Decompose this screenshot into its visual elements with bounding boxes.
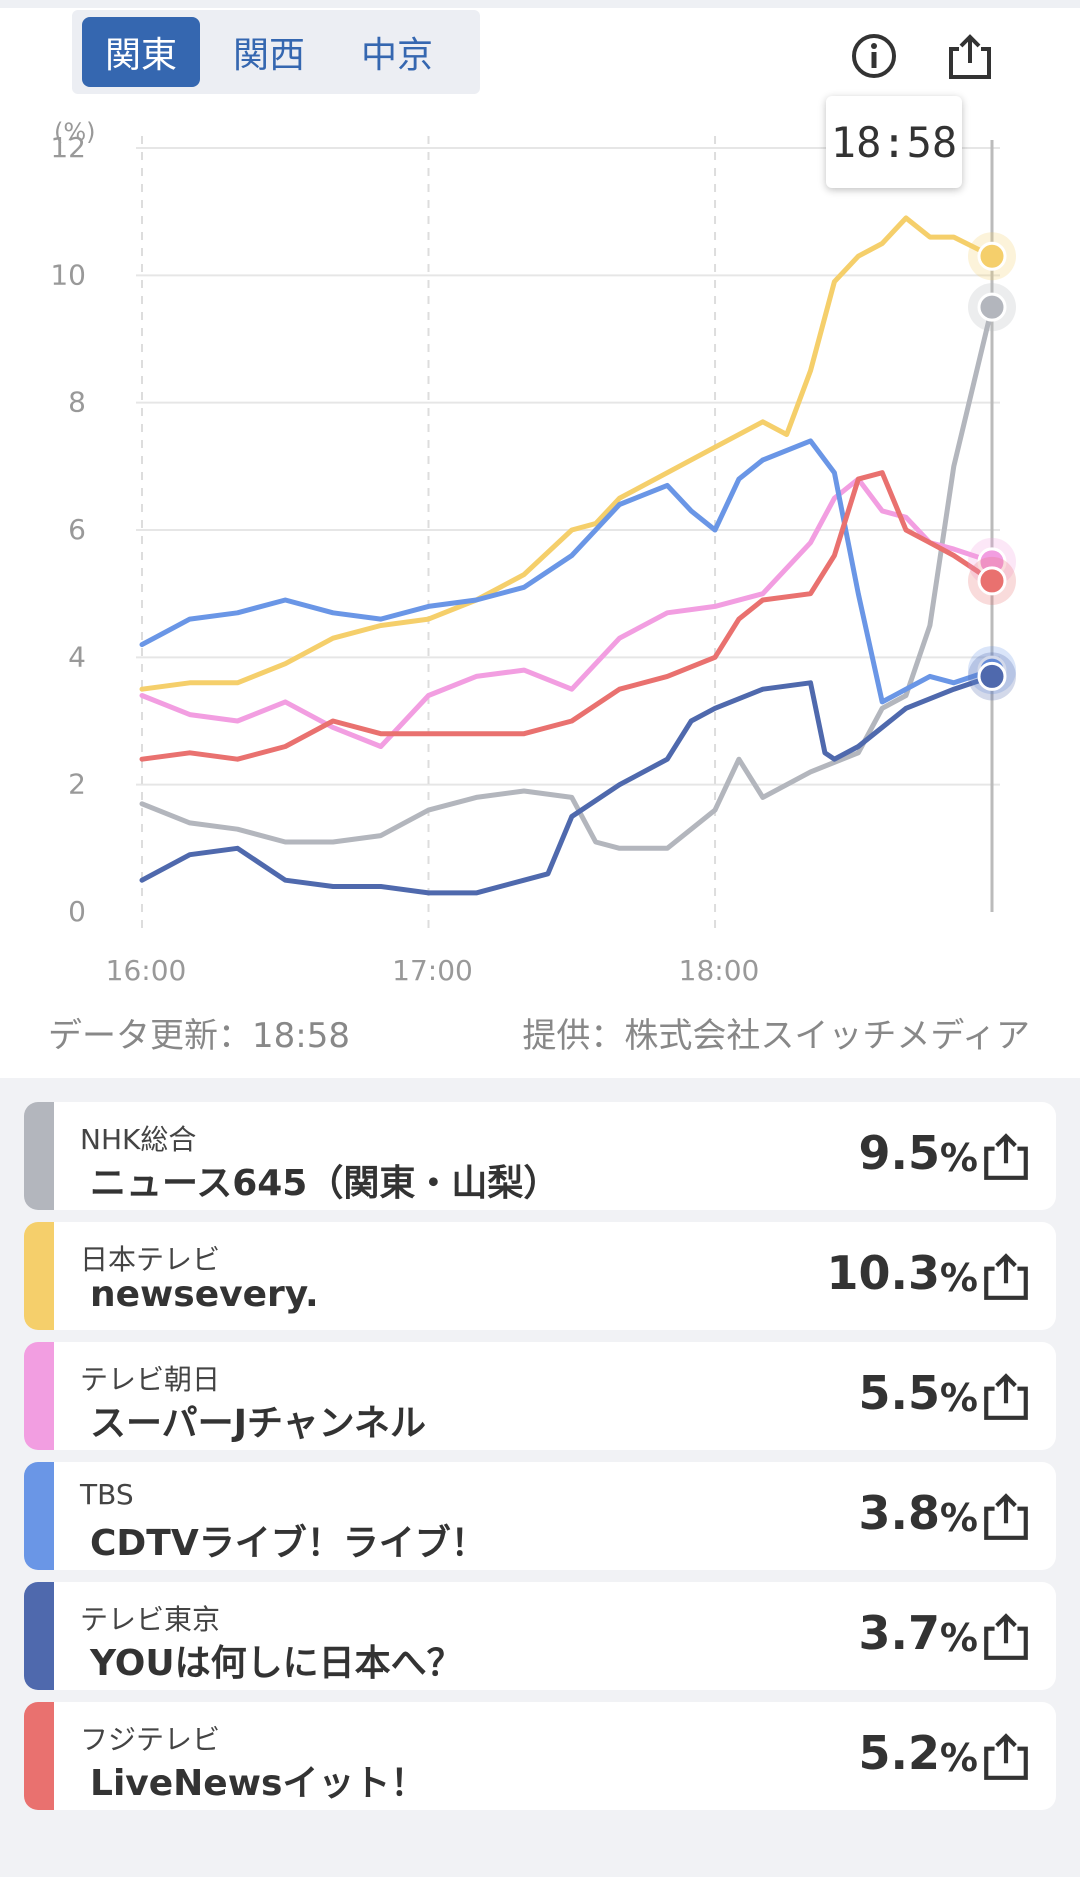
rating-value: 3.7	[858, 1606, 941, 1660]
channel-card[interactable]: フジテレビ LiveNewsイット！ 5.2%	[24, 1702, 1056, 1810]
program-title: CDTVライブ！ライブ！	[90, 1523, 487, 1564]
series-line	[139, 304, 995, 851]
series-line	[139, 438, 995, 705]
info-button[interactable]	[846, 28, 902, 84]
rating-unit: %	[939, 1736, 978, 1780]
rating-value: 9.5	[858, 1126, 941, 1180]
share-icon[interactable]	[980, 1730, 1032, 1782]
share-icon[interactable]	[980, 1130, 1032, 1182]
y-tick-label: 6	[68, 513, 86, 546]
program-title: YOUは何しに日本へ？	[90, 1643, 463, 1684]
program-title: newsevery.	[90, 1274, 319, 1315]
channel-card[interactable]: テレビ東京 YOUは何しに日本へ？ 3.7%	[24, 1582, 1056, 1690]
y-tick-label: 8	[68, 386, 86, 419]
region-tabs: 関東 関西 中京	[72, 10, 480, 94]
channel-card[interactable]: NHK総合ニュース645（関東・山梨） 9.5%	[24, 1102, 1056, 1210]
series-line	[139, 673, 995, 896]
series-end-point	[977, 661, 1007, 691]
share-icon[interactable]	[980, 1490, 1032, 1542]
station-name: テレビ東京	[80, 1603, 221, 1636]
x-tick-label: 18:00	[679, 954, 760, 987]
channel-color-bar	[24, 1102, 54, 1210]
program-title: ニュース645（関東・山梨）	[90, 1163, 560, 1204]
station-name: フジテレビ	[80, 1723, 221, 1756]
channel-card[interactable]: 日本テレビ newsevery. 10.3%	[24, 1222, 1056, 1330]
series-line	[139, 215, 995, 692]
provider-credit: 提供：株式会社スイッチメディア	[522, 1016, 1030, 1056]
x-tick-label: 16:00	[106, 954, 187, 987]
rating-value: 3.8	[858, 1486, 941, 1540]
series-line	[139, 470, 995, 762]
program-title: スーパーJチャンネル	[90, 1403, 426, 1444]
rating-value: 5.5	[858, 1366, 941, 1420]
tab-chukyo[interactable]: 中京	[360, 35, 433, 76]
rating-unit: %	[939, 1496, 978, 1540]
rating-value: 10.3	[826, 1246, 941, 1300]
series-end-point	[977, 241, 1007, 271]
series-end-point	[977, 292, 1007, 322]
channel-card[interactable]: TBS CDTVライブ！ライブ！ 3.8%	[24, 1462, 1056, 1570]
share-chart-button[interactable]	[942, 28, 998, 84]
rating-unit: %	[939, 1256, 978, 1300]
program-title: LiveNewsイット！	[90, 1763, 427, 1804]
y-axis-label: (%)	[54, 118, 96, 146]
y-tick-label: 12	[50, 131, 86, 164]
rating-unit: %	[939, 1376, 978, 1420]
x-tick-label: 17:00	[392, 954, 473, 987]
channel-color-bar	[24, 1582, 54, 1690]
update-time: データ更新：18:58	[48, 1016, 350, 1056]
chart-svg: 0 2 4 6 8 10 12(%) 16:00 17:00 18:00	[50, 118, 1016, 987]
channel-color-bar	[24, 1462, 54, 1570]
channel-card[interactable]: テレビ朝日スーパーJチャンネル 5.5%	[24, 1342, 1056, 1450]
y-tick-label: 4	[68, 640, 86, 673]
share-icon[interactable]	[980, 1370, 1032, 1422]
y-tick-label: 2	[68, 768, 86, 801]
rating-unit: %	[939, 1616, 978, 1660]
rating-unit: %	[939, 1136, 978, 1180]
station-name: TBS	[80, 1478, 134, 1511]
channel-color-bar	[24, 1702, 54, 1810]
series-end-point	[977, 566, 1007, 596]
info-icon	[852, 34, 896, 78]
ratings-chart: 0 2 4 6 8 10 12 (%) 16:00 17:00 18:00	[0, 100, 1080, 1000]
series-line	[139, 476, 995, 749]
channel-color-bar	[24, 1342, 54, 1450]
station-name: テレビ朝日	[80, 1363, 221, 1396]
station-name: 日本テレビ	[80, 1243, 221, 1276]
share-icon	[949, 34, 991, 79]
y-tick-label: 0	[68, 895, 86, 928]
top-divider	[0, 0, 1080, 8]
rating-value: 5.2	[858, 1726, 941, 1780]
tab-kansai[interactable]: 関西	[232, 35, 305, 76]
share-icon[interactable]	[980, 1250, 1032, 1302]
y-tick-label: 10	[50, 258, 86, 291]
time-tooltip: 18:58	[826, 96, 962, 188]
channel-color-bar	[24, 1222, 54, 1330]
tab-kanto[interactable]: 関東	[82, 17, 200, 87]
share-icon[interactable]	[980, 1610, 1032, 1662]
station-name: NHK総合	[80, 1123, 197, 1156]
